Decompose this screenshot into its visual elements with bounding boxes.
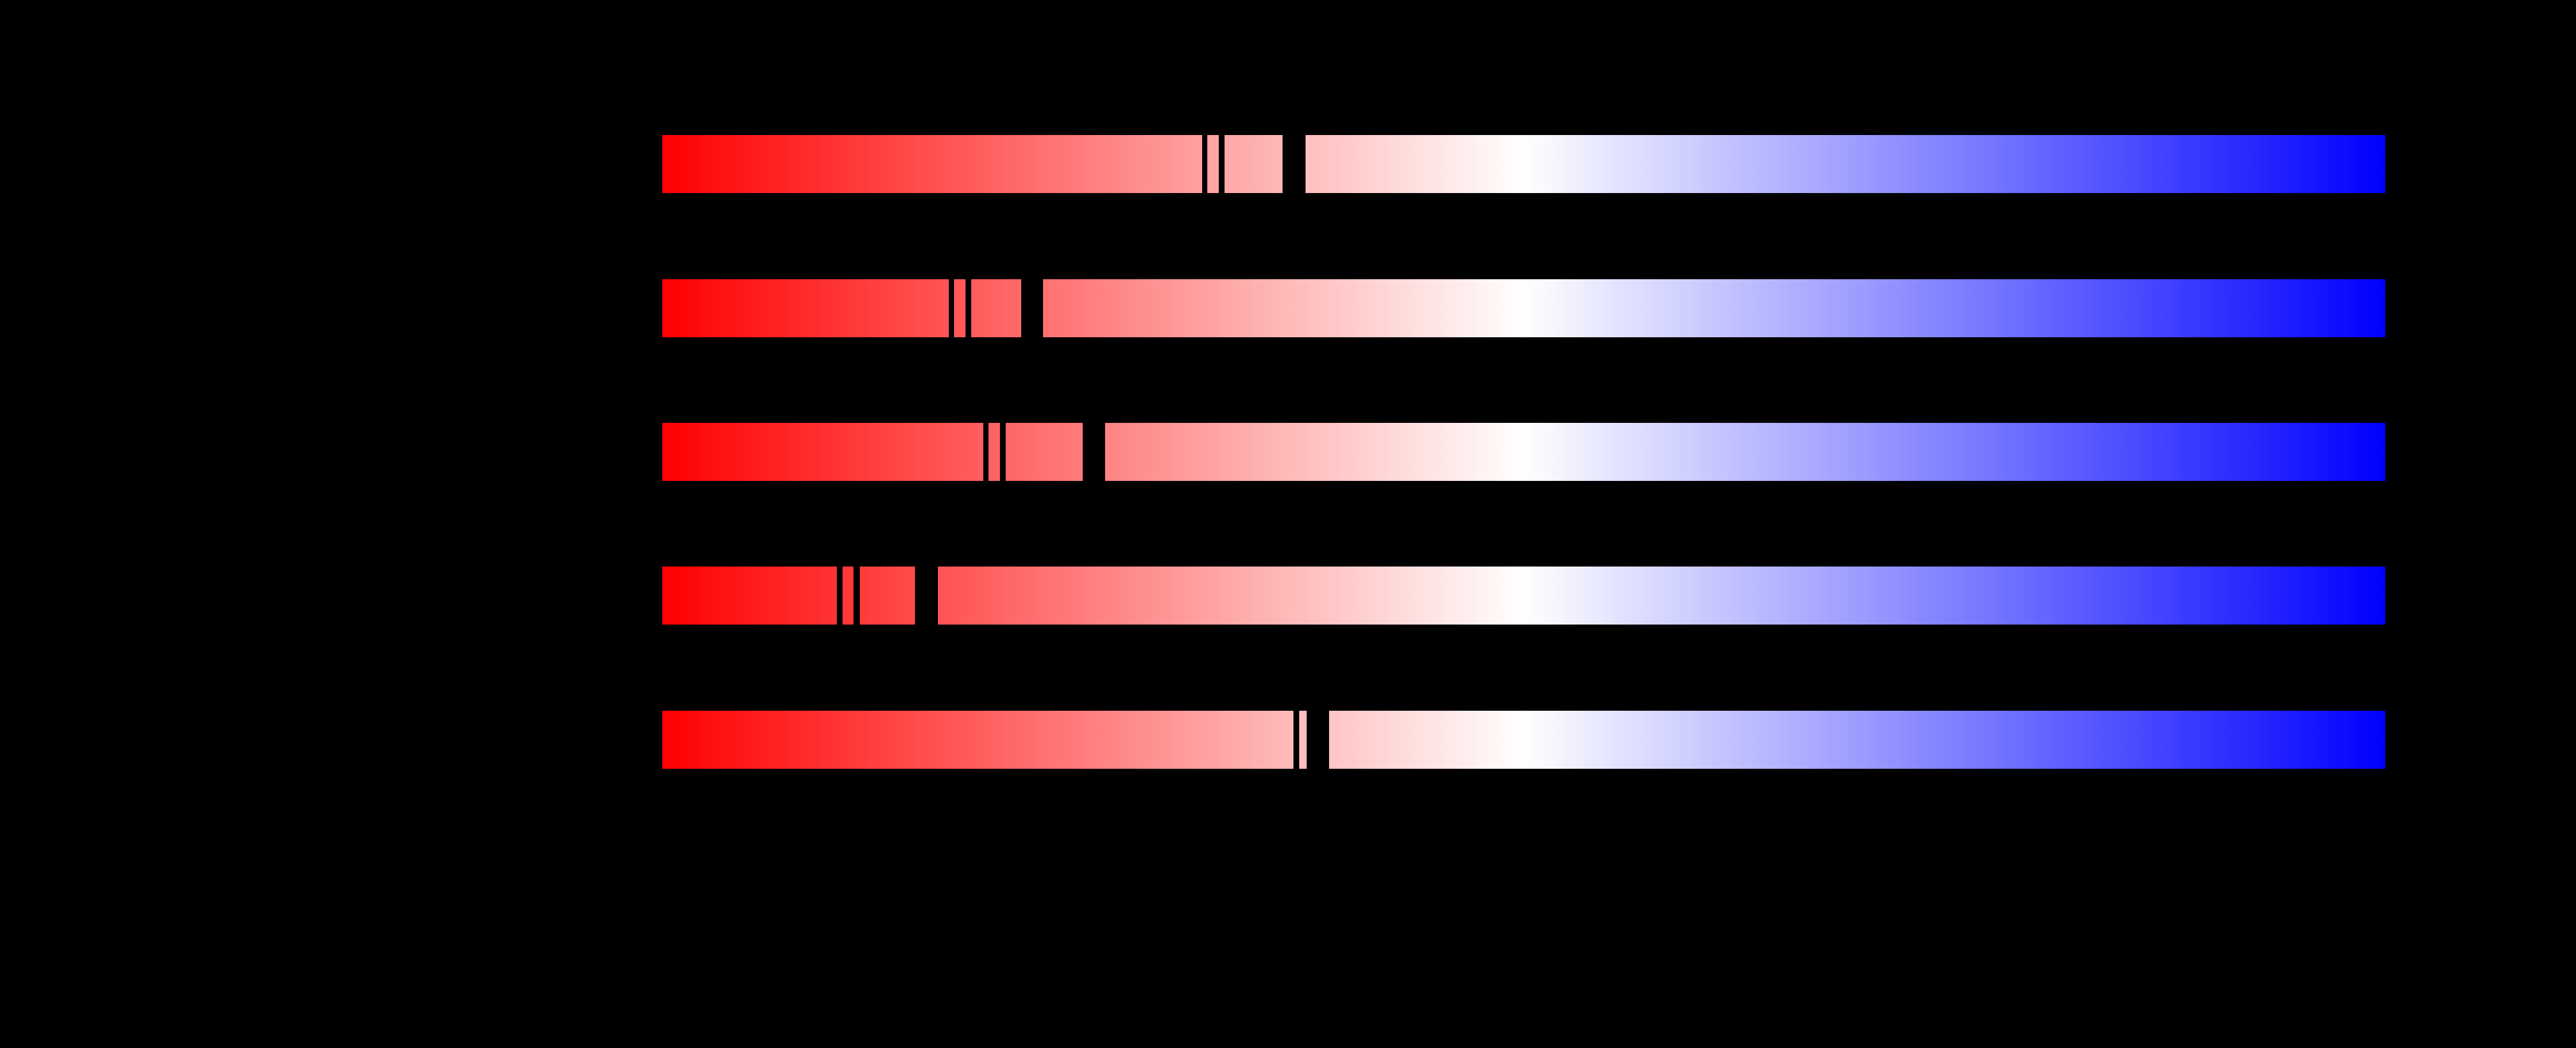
interval-tick-marker	[983, 423, 988, 481]
estimate-marker	[1083, 423, 1105, 481]
gradient-bar-row-4	[662, 567, 2385, 625]
estimate-marker	[915, 567, 938, 625]
gradient-bar-row-2	[662, 279, 2385, 337]
interval-tick-marker	[1202, 135, 1207, 193]
interval-tick-marker	[1219, 135, 1225, 193]
interval-tick-marker	[853, 567, 860, 625]
gradient-bar-row-5	[662, 711, 2385, 769]
estimate-marker	[1021, 279, 1043, 337]
interval-tick-marker	[837, 567, 843, 625]
estimate-marker	[1307, 711, 1329, 769]
interval-tick-marker	[965, 279, 971, 337]
estimate-marker	[1283, 135, 1306, 193]
gradient-bar-row-3	[662, 423, 2385, 481]
interval-tick-marker	[949, 279, 954, 337]
gradient-bar-row-1	[662, 135, 2385, 193]
interval-tick-marker	[1000, 423, 1006, 481]
interval-tick-marker	[1293, 711, 1299, 769]
